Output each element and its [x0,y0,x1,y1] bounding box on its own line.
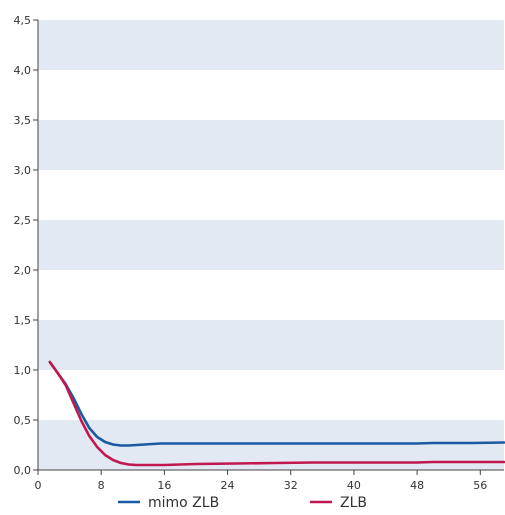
y-tick-label: 0,0 [14,464,32,477]
x-tick-label: 0 [35,479,42,492]
x-tick-label: 8 [98,479,105,492]
axes [37,20,504,471]
x-tick-label: 24 [221,479,235,492]
y-axis-ticks: 0,0 0,5 1,0 1,5 2,0 2,5 3,0 3,5 4,0 4,5 [14,14,38,477]
grid-band [38,320,504,370]
x-tick-label: 56 [473,479,487,492]
x-tick-label: 48 [410,479,424,492]
y-tick-label: 2,0 [14,264,32,277]
y-tick-label: 0,5 [14,414,32,427]
series-line-zlb [48,360,505,467]
grid-bands [38,20,504,470]
y-tick-label: 1,0 [14,364,32,377]
y-tick-label: 3,0 [14,164,32,177]
legend-label: mimo ZLB [148,495,219,511]
x-tick-label: 40 [347,479,361,492]
series-line-mimo-zlb [48,360,505,447]
x-tick-label: 16 [157,479,171,492]
y-tick-label: 4,0 [14,64,32,77]
grid-band [38,120,504,170]
legend-label: ZLB [340,495,367,511]
grid-band [38,20,504,70]
x-tick-label: 32 [284,479,298,492]
grid-band [38,220,504,270]
y-tick-label: 4,5 [14,14,32,27]
y-tick-label: 1,5 [14,314,32,327]
series-lines [48,360,505,467]
y-tick-label: 3,5 [14,114,32,127]
x-axis-ticks: 0 8 16 24 32 40 48 56 [35,470,487,492]
legend: mimo ZLB ZLB [118,495,367,511]
y-tick-label: 2,5 [14,214,32,227]
